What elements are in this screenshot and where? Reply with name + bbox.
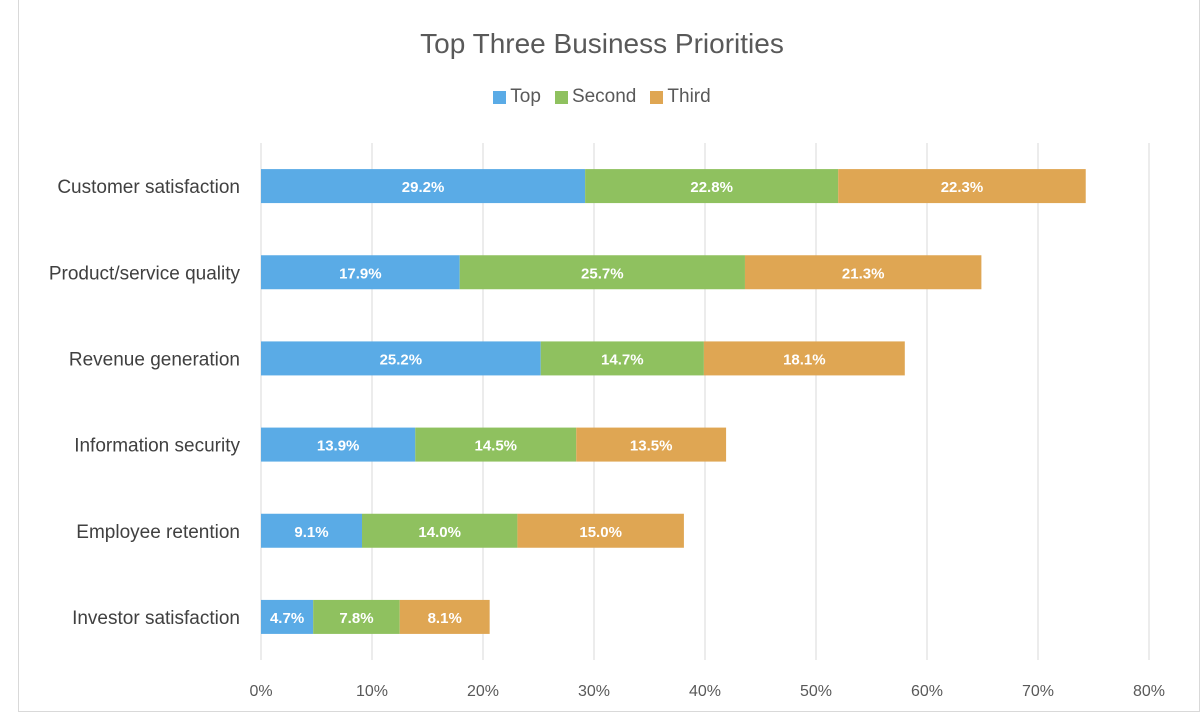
bar-segment [261, 513, 363, 548]
x-tick-label: 10% [356, 683, 388, 700]
category-label: Information security [74, 436, 240, 457]
data-label: 25.7% [581, 265, 624, 282]
bar-segment [261, 599, 314, 634]
x-tick-label: 40% [689, 683, 721, 700]
category-label: Customer satisfaction [57, 177, 240, 198]
data-label: 18.1% [783, 351, 826, 368]
data-label: 8.1% [428, 610, 462, 627]
data-label: 25.2% [380, 351, 423, 368]
data-label: 22.3% [941, 179, 984, 196]
bar-segment [399, 599, 490, 634]
x-tick-label: 50% [800, 683, 832, 700]
data-label: 22.8% [690, 179, 733, 196]
legend-label-third: Third [667, 86, 711, 107]
data-label: 7.8% [339, 610, 373, 627]
data-label: 14.0% [418, 524, 461, 541]
data-label: 9.1% [294, 524, 328, 541]
x-tick-label: 30% [578, 683, 610, 700]
bar-segment [585, 169, 839, 204]
data-label: 15.0% [579, 524, 622, 541]
bar-segment [261, 169, 586, 204]
legend: Top Second Third [0, 86, 1204, 108]
bar-segment [703, 341, 905, 376]
data-label: 13.9% [317, 438, 360, 455]
bar-segment [576, 427, 727, 462]
category-label: Employee retention [76, 522, 240, 543]
bar-segment [313, 599, 400, 634]
category-label: Product/service quality [49, 263, 241, 284]
legend-item-top: Top [493, 86, 541, 108]
data-label: 21.3% [842, 265, 885, 282]
data-label: 17.9% [339, 265, 382, 282]
legend-swatch-top [493, 90, 507, 104]
data-label: 14.7% [601, 351, 644, 368]
legend-label-second: Second [571, 86, 637, 107]
x-tick-label: 20% [467, 683, 499, 700]
bar-segment [261, 427, 416, 462]
category-label: Investor satisfaction [72, 608, 240, 629]
x-tick-label: 0% [249, 683, 272, 700]
x-tick-label: 70% [1022, 683, 1054, 700]
data-label: 4.7% [270, 610, 304, 627]
legend-label-top: Top [510, 86, 541, 107]
bar-segment [261, 255, 460, 290]
category-label: Revenue generation [69, 349, 240, 370]
x-tick-label: 80% [1133, 683, 1165, 700]
chart-title: Top Three Business Priorities [420, 28, 784, 59]
bar-segment [838, 169, 1086, 204]
bar-segment [261, 341, 541, 376]
bar-segment [744, 255, 982, 290]
legend-item-third: Third [650, 86, 711, 108]
legend-item-second: Second [554, 86, 637, 108]
bar-segment [540, 341, 704, 376]
legend-swatch-second [554, 90, 568, 104]
data-label: 29.2% [402, 179, 445, 196]
bar-segment [415, 427, 577, 462]
x-tick-label: 60% [911, 683, 943, 700]
bar-segment [517, 513, 684, 548]
legend-swatch-third [650, 90, 664, 104]
data-label: 13.5% [630, 438, 673, 455]
bar-segment [459, 255, 745, 290]
bar-segment [362, 513, 518, 548]
data-label: 14.5% [474, 438, 517, 455]
